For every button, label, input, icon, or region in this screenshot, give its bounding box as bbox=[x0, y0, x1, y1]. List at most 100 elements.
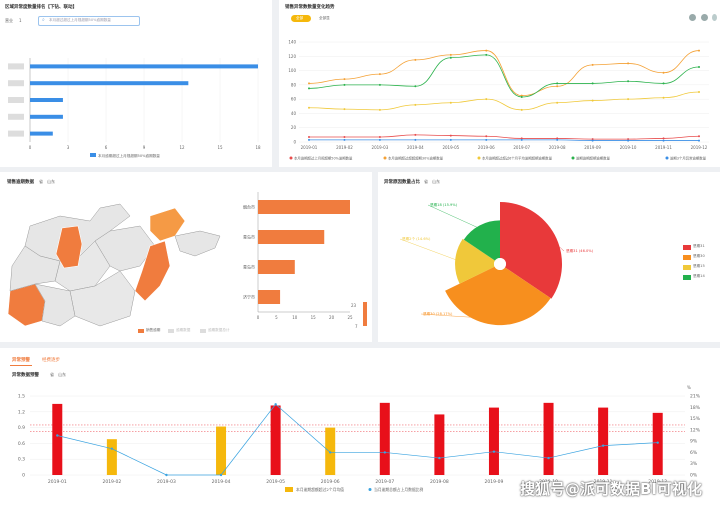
refresh-icon[interactable] bbox=[689, 14, 696, 21]
more-icon[interactable] bbox=[712, 14, 717, 21]
legend-item-2: 逾期数据 bbox=[176, 328, 191, 332]
legend-label: 恶期15 bbox=[693, 264, 705, 268]
bar bbox=[52, 403, 63, 475]
label-leader bbox=[399, 238, 460, 262]
data-point bbox=[485, 135, 488, 138]
x-tick-label: 10 bbox=[292, 315, 298, 320]
x-tick-label: 2019-01 bbox=[301, 145, 318, 150]
location-label: 省 bbox=[50, 372, 54, 377]
bar bbox=[379, 402, 390, 475]
category-label-blur bbox=[8, 63, 24, 70]
bar bbox=[258, 290, 281, 304]
x-tick-label: 2019-04 bbox=[407, 145, 424, 150]
legend-item-3: 逾期数据总计 bbox=[208, 328, 230, 332]
y-tick-label: 120 bbox=[288, 54, 296, 59]
data-point bbox=[414, 58, 417, 61]
bar bbox=[30, 81, 189, 86]
tab-other[interactable]: 全部显 bbox=[319, 16, 330, 20]
x-tick-label: 2019-07 bbox=[375, 479, 394, 485]
y-right-tick-label: 12% bbox=[690, 427, 701, 433]
legend-swatch bbox=[683, 265, 691, 270]
data-point bbox=[698, 139, 700, 142]
side-slider[interactable] bbox=[363, 302, 367, 326]
data-point bbox=[414, 103, 417, 106]
data-point bbox=[378, 136, 381, 138]
tab-expense[interactable]: 经费逐步 bbox=[42, 358, 60, 363]
y-tick-label: 80 bbox=[291, 82, 297, 87]
bar bbox=[30, 114, 63, 119]
panel-title: 异常原因数量占比 bbox=[384, 180, 420, 185]
panel-trend: 销售异常数数量变化趋势 全部 全部显 0 20 40 60 80 100 120 140 201… bbox=[279, 0, 720, 167]
settings-icon[interactable] bbox=[701, 14, 708, 21]
category-label-blur bbox=[8, 80, 24, 87]
data-point bbox=[662, 139, 665, 142]
legend-label: 逾期3个月异常逾期数量 bbox=[670, 156, 707, 161]
legend-marker bbox=[289, 156, 293, 160]
watermark: 搜狐号@派可数据BI可视化 bbox=[519, 480, 702, 498]
y-left-tick-label: 0 bbox=[22, 473, 25, 479]
data-point bbox=[662, 71, 665, 74]
slice-label: 恶期2个 (14.6%) bbox=[402, 236, 431, 241]
data-point bbox=[383, 451, 386, 454]
tab-warning[interactable]: 异常预警 bbox=[12, 358, 30, 363]
data-point bbox=[110, 447, 114, 450]
legend-swatch bbox=[683, 245, 691, 250]
shandong-map[interactable] bbox=[0, 186, 240, 336]
x-tick-label: 2019-10 bbox=[620, 145, 637, 150]
legend-label: 本月逾期超过超超超期30%逾期数量 bbox=[388, 156, 444, 161]
x-tick-label: 2019-07 bbox=[513, 145, 530, 150]
data-point bbox=[627, 98, 630, 101]
search-placeholder: 本月超过超过上月规超期50%逾期数量 bbox=[49, 18, 111, 22]
data-point bbox=[520, 96, 523, 98]
series-line bbox=[308, 139, 699, 141]
y-tick-label: 100 bbox=[288, 68, 296, 73]
panel-region-map: 销售逾期数据 省 山东 销售逾期 逾期数据 逾期数据总计 0 5 10 15 20 25 烟… bbox=[0, 172, 372, 342]
legend-swatch bbox=[285, 487, 293, 492]
location-value[interactable]: 山东 bbox=[432, 179, 440, 184]
data-point bbox=[308, 138, 310, 141]
map-region bbox=[34, 283, 76, 327]
legend-swatch bbox=[683, 275, 691, 280]
y-left-tick-label: 0.9 bbox=[18, 425, 25, 431]
legend-swatch bbox=[200, 329, 206, 333]
panel-title: 销售逾期数据 bbox=[7, 180, 34, 185]
x-tick-label: 0 bbox=[257, 315, 260, 320]
location-value[interactable]: 山东 bbox=[47, 179, 55, 184]
data-point bbox=[485, 138, 488, 141]
bar bbox=[258, 260, 295, 274]
panel-anomaly-reason: 异常原因数量占比 省 山东 恶期31 (46.0%) 恶期30 (28.17%) 恶… bbox=[378, 172, 720, 342]
map-region bbox=[54, 240, 111, 292]
data-point bbox=[274, 403, 277, 406]
data-point bbox=[591, 99, 594, 102]
data-point bbox=[492, 450, 496, 453]
x-tick-label: 2019-04 bbox=[212, 479, 231, 485]
data-point bbox=[520, 138, 523, 141]
x-tick-label: 2019-02 bbox=[336, 145, 353, 150]
tab-all[interactable]: 全部 bbox=[291, 15, 311, 22]
data-point bbox=[698, 66, 700, 68]
y-left-tick-label: 0.3 bbox=[18, 457, 25, 463]
label-leader bbox=[549, 237, 565, 252]
location-value[interactable]: 山东 bbox=[58, 372, 66, 377]
data-point bbox=[449, 53, 452, 56]
x-tick-label: 2019-09 bbox=[584, 145, 601, 150]
x-tick-label: 2019-12 bbox=[691, 145, 708, 150]
data-point bbox=[627, 139, 630, 142]
data-point bbox=[378, 83, 381, 86]
search-box[interactable]: ⌕ 本月超过超过上月规超期50%逾期数量 bbox=[38, 16, 140, 26]
filter-number[interactable]: 1 bbox=[19, 18, 22, 23]
x-tick-label: 2019-12 bbox=[648, 479, 667, 485]
bar bbox=[258, 200, 350, 214]
data-point bbox=[343, 108, 346, 111]
bar bbox=[652, 412, 663, 475]
pie-slice bbox=[500, 202, 562, 299]
region-bar-chart: 0 3 6 9 12 15 18 本月逾期超过上月规超期50%逾期数量 bbox=[8, 58, 261, 158]
data-point bbox=[662, 82, 665, 85]
y-tick-label: 140 bbox=[288, 40, 296, 45]
legend-swatch bbox=[168, 329, 174, 333]
x-tick-label: 15 bbox=[217, 145, 223, 150]
x-tick-label: 2019-06 bbox=[478, 145, 495, 150]
category-label-blur bbox=[8, 130, 24, 137]
legend-swatch bbox=[138, 329, 144, 333]
bar bbox=[598, 407, 609, 475]
